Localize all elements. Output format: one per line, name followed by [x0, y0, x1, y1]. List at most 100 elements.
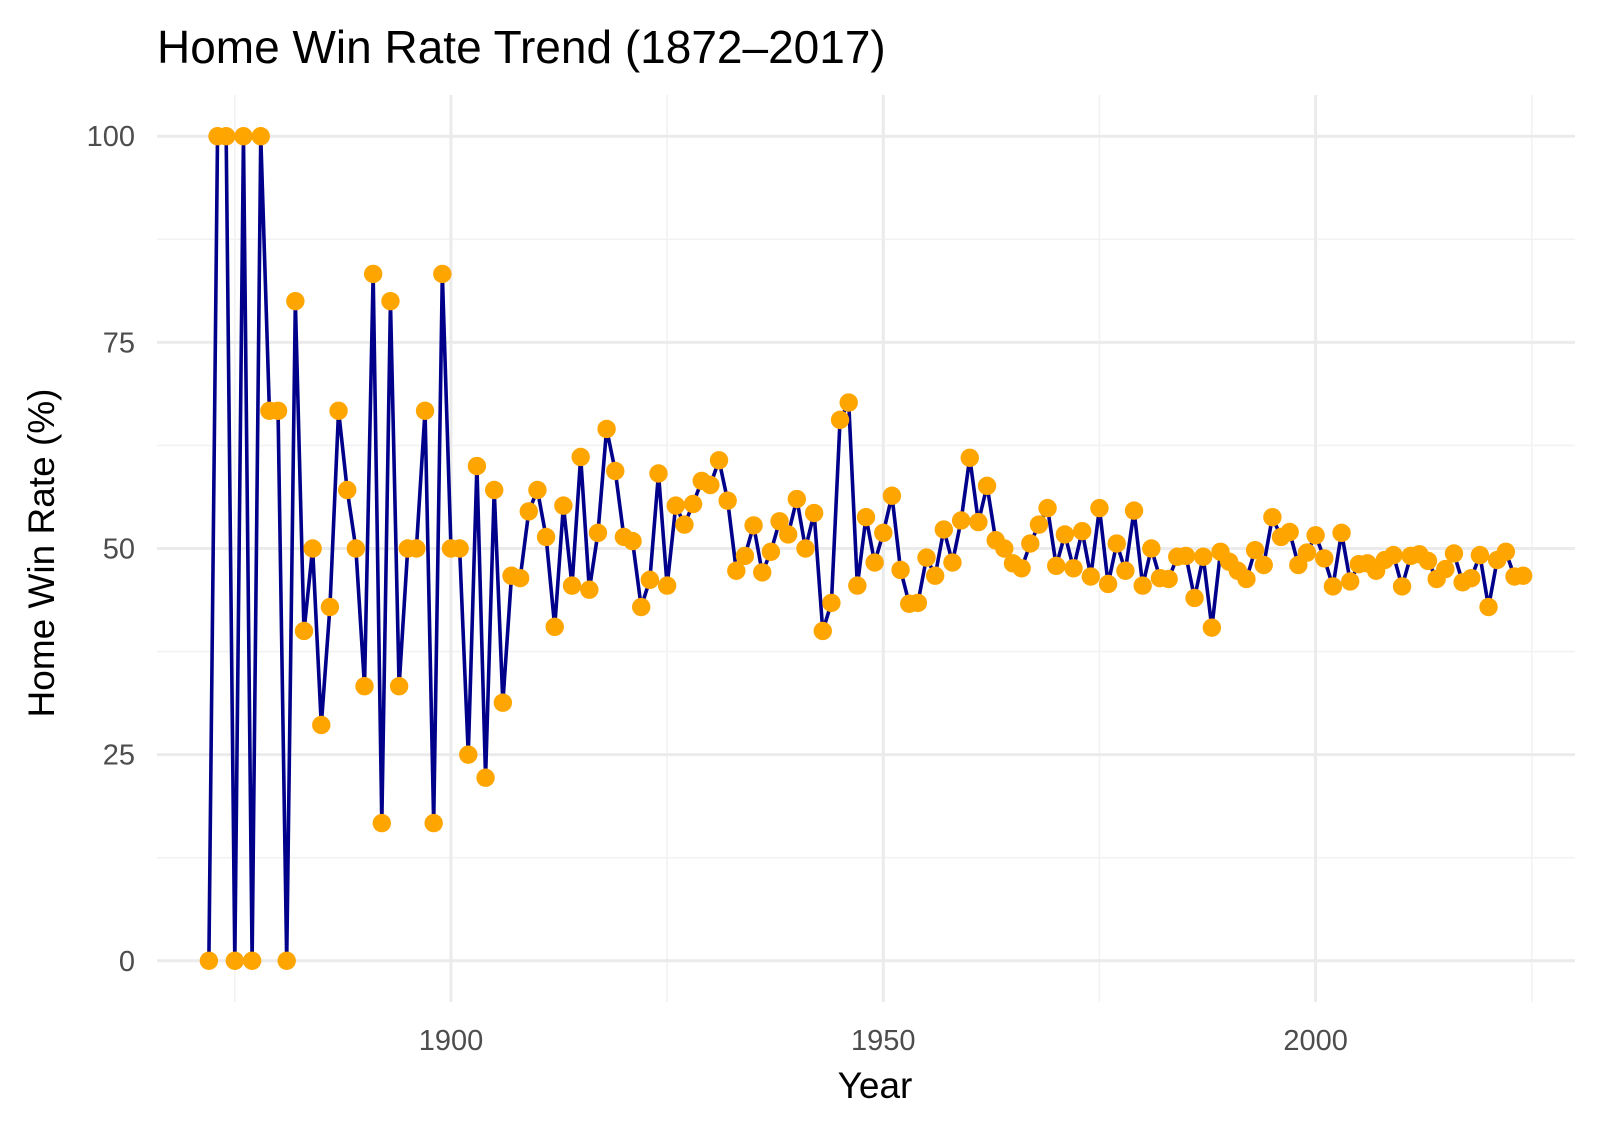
- y-tick-label: 25: [103, 740, 135, 772]
- data-point: [1263, 507, 1282, 527]
- data-point: [657, 576, 677, 595]
- data-point: [623, 531, 642, 551]
- data-point: [1479, 597, 1498, 617]
- data-point: [796, 539, 815, 558]
- data-point: [632, 597, 651, 617]
- data-point: [830, 410, 850, 430]
- data-point: [1306, 526, 1325, 545]
- data-point: [459, 745, 478, 764]
- data-point: [216, 127, 236, 146]
- y-tick-label: 75: [103, 327, 135, 359]
- data-point: [709, 451, 729, 470]
- data-point: [571, 447, 590, 467]
- data-point: [951, 511, 971, 530]
- data-point: [1047, 556, 1066, 576]
- data-point: [1341, 572, 1360, 591]
- x-tick-label: 1900: [419, 1025, 484, 1057]
- data-point: [787, 489, 807, 509]
- data-point: [1107, 534, 1126, 553]
- data-point: [329, 401, 348, 420]
- data-point: [510, 568, 530, 588]
- x-tick-label: 1950: [851, 1025, 916, 1057]
- data-point: [977, 476, 997, 496]
- data-point: [943, 553, 962, 572]
- data-point: [1202, 618, 1222, 637]
- data-point: [848, 576, 867, 595]
- y-tick-label: 0: [119, 946, 135, 978]
- data-point: [1323, 577, 1343, 596]
- data-point: [1280, 522, 1299, 542]
- data-point: [597, 419, 616, 439]
- y-tick-label: 100: [87, 121, 135, 153]
- data-point: [286, 291, 305, 311]
- data-point: [1098, 574, 1118, 594]
- y-axis-ticks: 0 25 50 75 100: [87, 121, 135, 978]
- data-point: [718, 491, 737, 510]
- data-point: [554, 496, 573, 515]
- data-point: [1038, 498, 1057, 518]
- data-point: [1315, 549, 1334, 568]
- data-point: [744, 516, 763, 535]
- data-point: [1064, 559, 1083, 578]
- data-point: [312, 715, 331, 735]
- data-point: [1176, 546, 1196, 566]
- data-point: [1072, 521, 1092, 541]
- data-point: [606, 461, 625, 481]
- data-point: [822, 593, 841, 613]
- data-point: [1021, 534, 1040, 553]
- data-point: [891, 560, 910, 580]
- x-axis-ticks: 1900 1950 2000: [419, 1025, 1348, 1057]
- data-point: [562, 576, 582, 595]
- data-point: [294, 621, 314, 641]
- data-point: [450, 539, 469, 558]
- data-point: [536, 527, 556, 547]
- data-point: [995, 539, 1014, 558]
- data-point: [727, 561, 746, 580]
- data-point: [804, 503, 824, 523]
- data-point: [1012, 559, 1031, 578]
- data-point: [1496, 542, 1516, 561]
- data-point: [338, 480, 357, 500]
- data-point: [234, 127, 253, 146]
- data-point: [1142, 539, 1161, 558]
- data-point: [882, 486, 902, 505]
- data-point: [303, 539, 322, 558]
- data-point: [1133, 576, 1152, 595]
- major-gridlines: [157, 95, 1575, 1002]
- data-point: [1194, 547, 1213, 566]
- data-point: [251, 127, 270, 146]
- data-point: [1254, 555, 1273, 575]
- data-point: [917, 548, 936, 567]
- data-point: [242, 951, 262, 970]
- series-points-group: [199, 127, 1533, 970]
- data-point: [1444, 544, 1464, 563]
- data-point: [1384, 545, 1403, 565]
- data-point: [381, 291, 400, 311]
- data-point: [1124, 501, 1144, 520]
- data-point: [467, 456, 487, 476]
- data-point: [960, 448, 979, 467]
- data-point: [199, 951, 219, 970]
- data-point: [1029, 515, 1049, 534]
- data-point: [320, 597, 340, 617]
- data-point: [753, 563, 772, 582]
- data-point: [649, 464, 668, 483]
- data-point: [355, 677, 374, 696]
- data-point: [580, 580, 599, 599]
- data-point: [1418, 551, 1438, 571]
- data-point: [1090, 498, 1109, 518]
- data-point: [588, 523, 608, 543]
- data-point: [874, 523, 893, 543]
- data-point: [856, 507, 876, 527]
- y-tick-label: 50: [103, 534, 135, 566]
- data-point: [1462, 568, 1481, 588]
- data-point: [372, 813, 391, 833]
- data-point: [1436, 559, 1455, 579]
- data-point: [1297, 543, 1317, 562]
- data-point: [813, 621, 832, 641]
- data-point: [1245, 540, 1265, 560]
- data-point: [969, 512, 988, 532]
- y-axis-title: Home Win Rate (%): [21, 389, 62, 718]
- data-point: [770, 512, 789, 531]
